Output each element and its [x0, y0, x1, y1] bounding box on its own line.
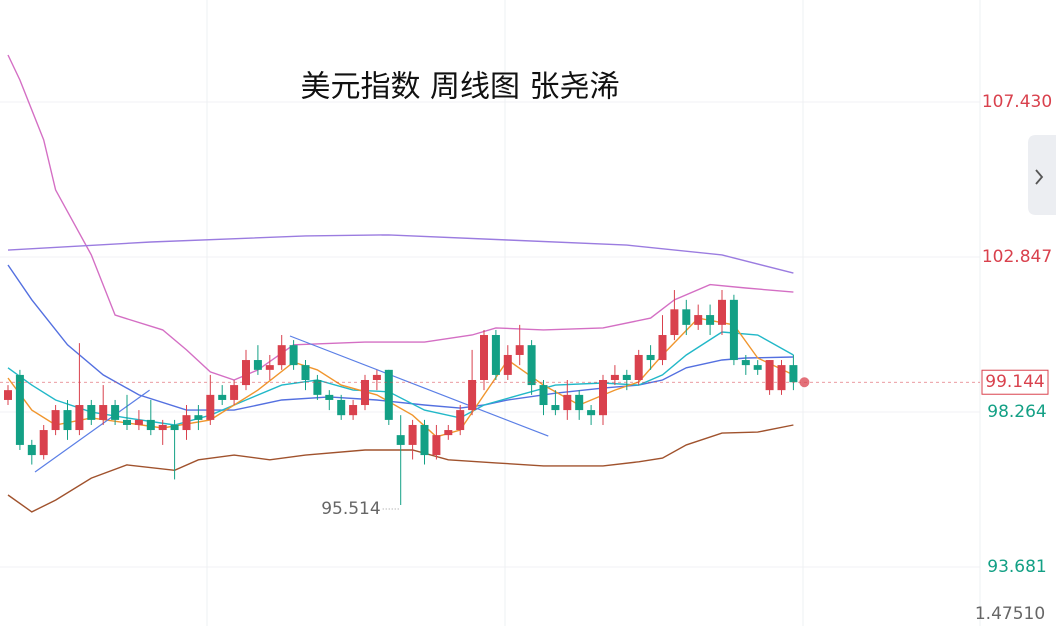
candle-body — [789, 365, 798, 383]
candle-body — [51, 410, 60, 431]
candle-body — [384, 369, 393, 420]
candle-body — [194, 415, 203, 420]
candle-body — [706, 315, 715, 325]
candle-body — [134, 419, 143, 425]
last-price-box — [981, 369, 1049, 395]
candle-body — [27, 444, 36, 456]
candle-body — [432, 435, 441, 456]
indicator-line — [7, 424, 794, 513]
y-tick-label: 102.847 — [982, 247, 1052, 267]
candle-body — [468, 379, 477, 411]
indicator-line — [7, 331, 794, 426]
candle-body — [146, 419, 155, 431]
candle-body — [729, 299, 738, 361]
candle-body — [682, 309, 691, 325]
side-tab-arrow[interactable] — [1035, 169, 1044, 185]
candle-body — [753, 365, 762, 370]
candle-body — [515, 345, 524, 355]
candle-body — [634, 354, 643, 380]
last-price-dot — [799, 377, 810, 388]
candle-body — [277, 345, 286, 366]
candle-body — [206, 394, 215, 420]
side-tab[interactable] — [1028, 135, 1056, 215]
candle-body — [444, 430, 453, 436]
corner-text: 1.47510 — [975, 604, 1045, 624]
candle-body — [111, 405, 120, 420]
chart-title: 美元指数 周线图 张尧浠 — [300, 70, 619, 105]
candle-body — [527, 345, 536, 386]
candle-body — [301, 365, 310, 380]
candle-body — [670, 309, 679, 336]
candle-body — [396, 435, 405, 445]
candle-body — [325, 394, 334, 400]
candle-body — [313, 379, 322, 395]
candle-body — [242, 360, 250, 386]
candle-body — [230, 385, 239, 400]
candle-body — [610, 374, 619, 380]
candle-body — [218, 394, 227, 400]
candle-body — [491, 335, 500, 375]
candle-body — [777, 365, 786, 391]
candle-body — [87, 405, 96, 420]
candle-body — [39, 430, 48, 456]
candle-body — [349, 405, 358, 416]
candle-body — [63, 410, 72, 431]
candle-body — [265, 365, 274, 370]
candle-body — [361, 379, 369, 406]
candle-body — [599, 379, 607, 416]
candle-body — [741, 360, 750, 366]
candle-body — [503, 354, 512, 375]
candle-body — [75, 405, 84, 431]
low-label: 95.514 — [321, 499, 380, 519]
candle-body — [456, 410, 465, 431]
candle-body — [420, 424, 429, 456]
candle-body — [253, 360, 262, 370]
candle-body — [289, 345, 298, 366]
indicator-line — [7, 264, 794, 411]
candle-body — [408, 424, 417, 445]
candle-body — [563, 394, 572, 411]
candle-body — [15, 374, 24, 445]
candle-body — [551, 405, 560, 411]
candle-body — [337, 399, 346, 416]
candle-body — [123, 419, 131, 425]
candle-body — [575, 394, 584, 411]
candle-body — [646, 354, 655, 361]
candle-body — [718, 299, 726, 325]
candle-body — [480, 335, 488, 380]
candle-body — [765, 360, 774, 391]
candle-body — [694, 315, 703, 325]
candle-body — [622, 374, 631, 380]
y-tick-label: 93.681 — [987, 557, 1046, 577]
candle-body — [587, 410, 596, 416]
last-price-label: 99.144 — [985, 372, 1044, 392]
trend-line — [34, 389, 150, 473]
candle-body — [4, 390, 12, 400]
y-tick-label: 98.264 — [987, 402, 1046, 422]
candle-body — [182, 415, 191, 431]
candle-body — [658, 335, 667, 361]
candle-body — [372, 374, 381, 380]
candle-body — [170, 424, 179, 431]
trend-line — [289, 335, 549, 437]
candle-body — [99, 405, 108, 420]
candle-body — [539, 385, 548, 406]
candle-body — [158, 424, 167, 431]
indicator-line — [7, 234, 794, 274]
y-tick-label: 107.430 — [982, 92, 1052, 112]
